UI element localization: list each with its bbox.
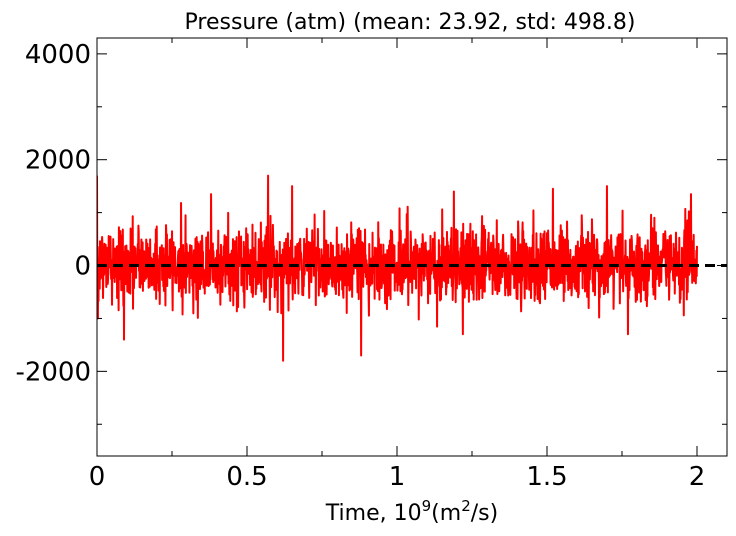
x-tick-label-2: 2 — [689, 462, 706, 492]
y-tick-label-0: 0 — [74, 252, 91, 282]
pressure-series-line — [97, 174, 698, 362]
axis-ticks: 0 0.5 1 1.5 2 -2000 0 2000 4000 — [15, 38, 727, 492]
x-axis-label: Time, 109(m2/s) — [325, 497, 498, 526]
y-tick-label-2000: 2000 — [25, 146, 91, 176]
x-tick-label-0: 0 — [89, 462, 106, 492]
x-axis-label-unit-close: /s) — [471, 501, 498, 526]
x-axis-label-unit-open: (m — [431, 501, 461, 526]
x-axis-label-unit-exponent: 2 — [461, 497, 471, 515]
y-tick-label-4000: 4000 — [25, 40, 91, 70]
x-tick-label-1.5: 1.5 — [526, 462, 567, 492]
plot-frame — [96, 37, 728, 457]
series-layer — [97, 174, 698, 362]
x-axis-label-exponent: 9 — [422, 497, 432, 515]
x-axis-label-prefix: Time, 10 — [325, 501, 422, 526]
chart-title: Pressure (atm) (mean: 23.92, std: 498.8) — [185, 10, 636, 35]
x-tick-label-1: 1 — [389, 462, 406, 492]
plot-area — [96, 37, 728, 457]
y-tick-label--2000: -2000 — [15, 357, 91, 387]
x-tick-label-0.5: 0.5 — [226, 462, 267, 492]
